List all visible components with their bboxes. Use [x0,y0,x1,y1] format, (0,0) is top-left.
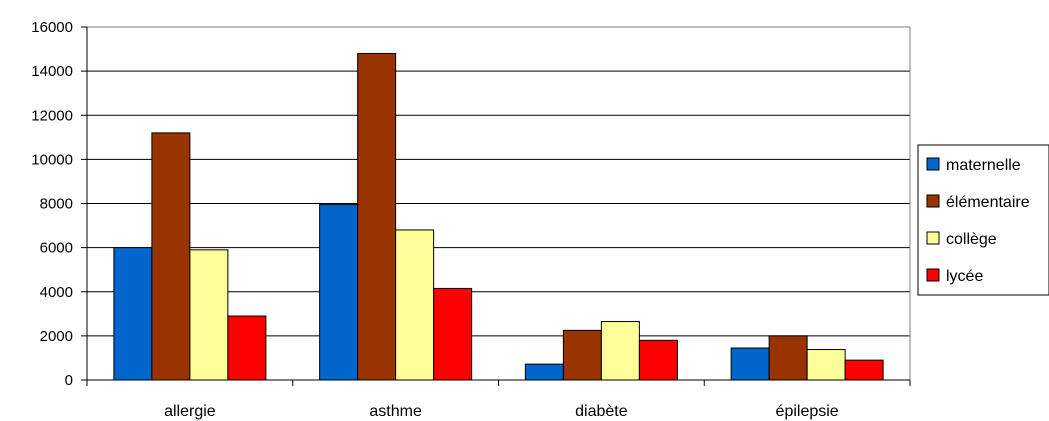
bar-élémentaire-diabète [562,329,602,381]
x-category-labels: allergie asthme diabète épilepsie [164,403,839,420]
bar-lycée-épilepsie [844,359,884,381]
legend-label: élémentaire [946,194,1030,211]
axes [81,26,911,386]
x-category-label: épilepsie [776,403,839,420]
y-tick-label: 10000 [31,151,73,168]
bar-élémentaire-asthme [357,52,397,381]
bar-collège-diabète [600,321,640,381]
y-tick-label: 8000 [40,196,73,213]
bar-collège-épilepsie [806,349,846,381]
bar-maternelle-asthme [319,204,359,381]
legend-swatch [926,268,940,282]
y-tick-label: 4000 [40,284,73,301]
bar-élémentaire-allergie [151,132,191,381]
y-tick-label: 6000 [40,240,73,257]
bar-élémentaire-épilepsie [768,335,808,381]
legend-box [917,144,1049,296]
bar-lycée-asthme [433,287,473,381]
legend-swatch [926,194,940,208]
legend: maternelle élémentaire collège lycée [917,144,1049,296]
bar-lycée-diabète [638,339,678,381]
y-tick-label: 2000 [40,328,73,345]
bar-collège-allergie [189,249,229,381]
bar-collège-asthme [395,229,435,381]
legend-label: maternelle [946,157,1021,174]
legend-label: collège [946,231,997,248]
y-tick-label: 0 [65,372,73,389]
y-tick-label: 12000 [31,107,73,124]
x-category-label: allergie [164,403,216,420]
bar-maternelle-diabète [524,363,564,381]
x-category-label: diabète [575,403,628,420]
bar-maternelle-épilepsie [730,347,770,381]
y-tick-label: 16000 [31,19,73,36]
bar-maternelle-allergie [113,247,153,381]
y-tick-label: 14000 [31,63,73,80]
y-tick-labels: 0 2000 4000 6000 8000 10000 12000 14000 16000 [31,19,73,389]
legend-label: lycée [946,268,983,285]
legend-swatch [926,231,940,245]
bars [113,52,884,381]
x-category-label: asthme [369,403,422,420]
bar-lycée-allergie [227,315,267,381]
legend-swatch [926,157,940,171]
